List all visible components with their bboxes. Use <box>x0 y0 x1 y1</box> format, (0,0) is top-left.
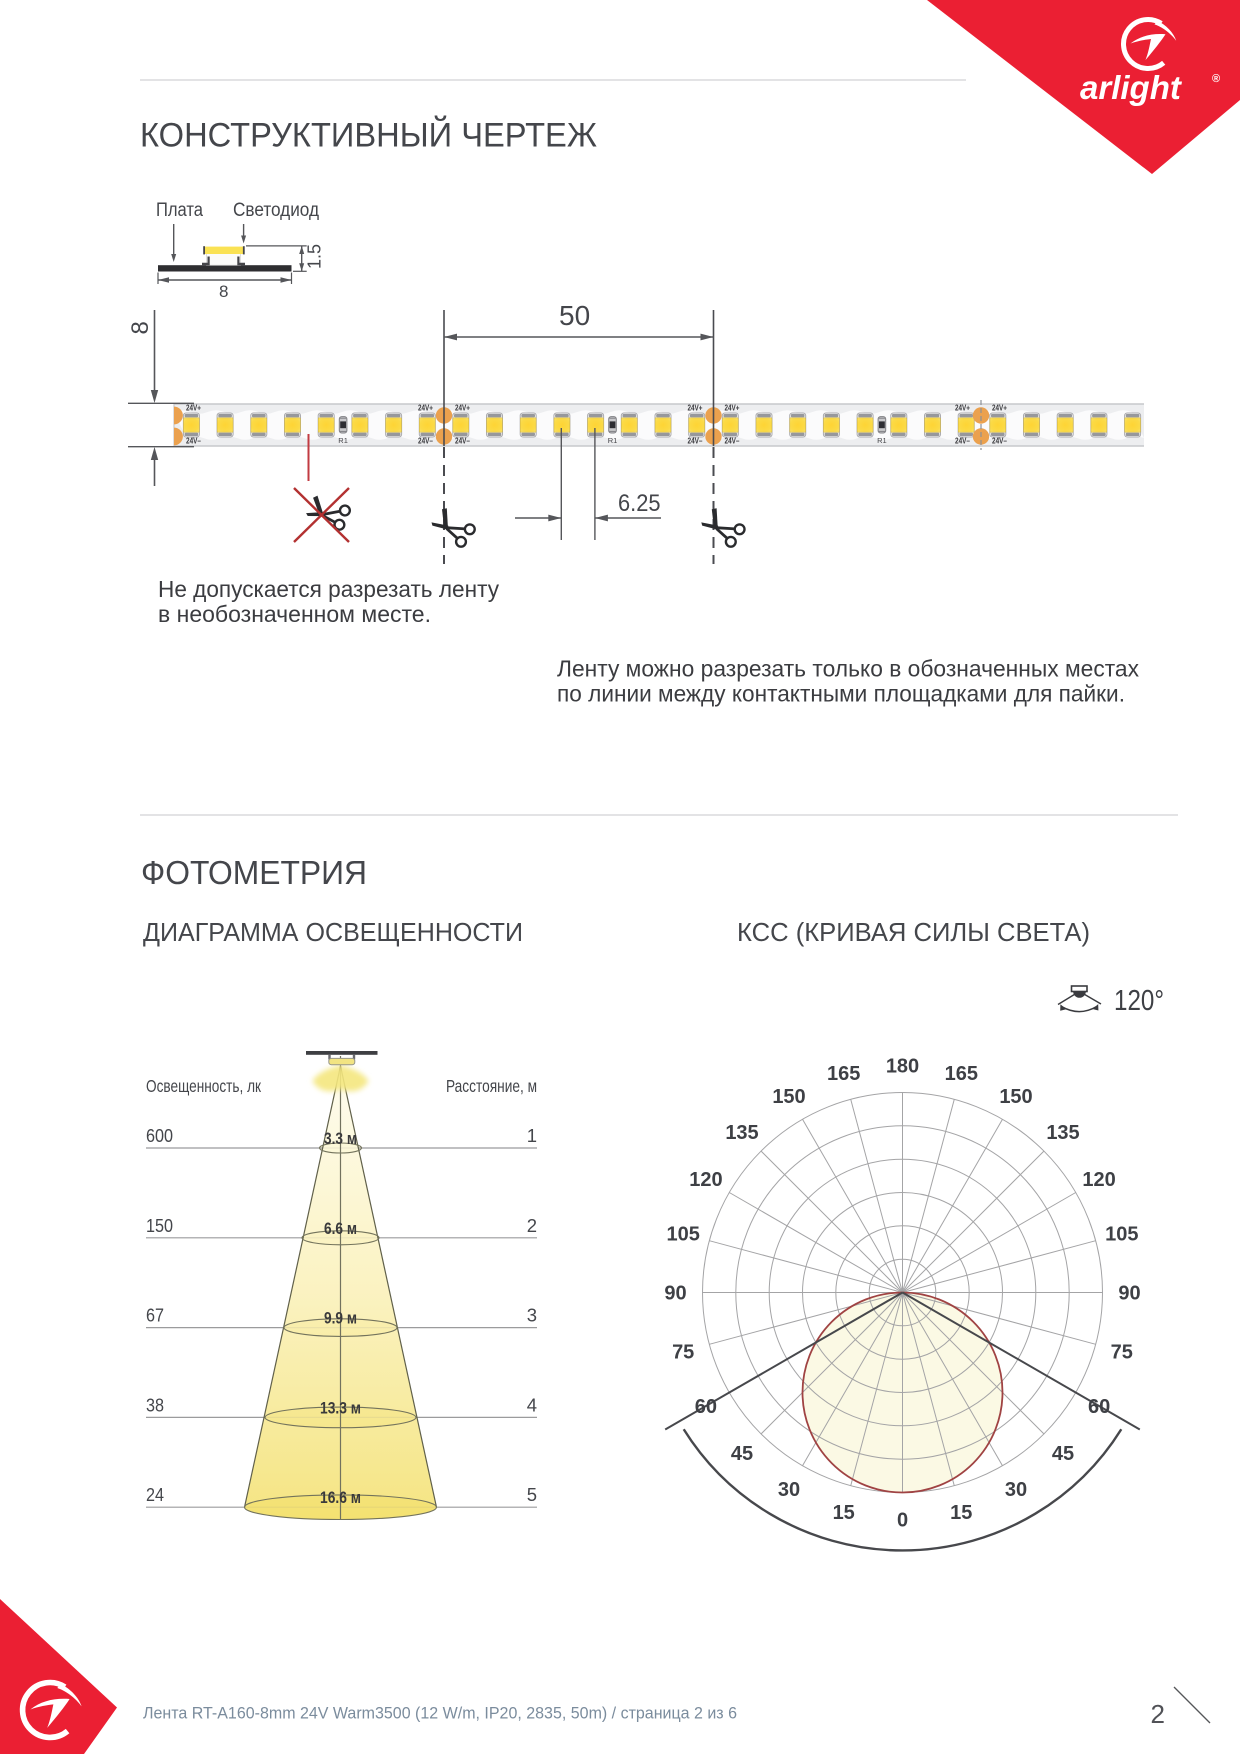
svg-text:50: 50 <box>559 300 590 331</box>
svg-text:R1: R1 <box>608 436 618 445</box>
svg-text:24V–: 24V– <box>455 437 470 446</box>
svg-text:Освещенность, лк: Освещенность, лк <box>146 1076 261 1096</box>
svg-text:24: 24 <box>146 1484 164 1505</box>
svg-text:2: 2 <box>1151 1699 1165 1729</box>
svg-text:150: 150 <box>146 1215 173 1236</box>
svg-text:165: 165 <box>945 1063 978 1085</box>
svg-text:24V–: 24V– <box>992 437 1007 446</box>
svg-text:24V+: 24V+ <box>186 404 201 413</box>
svg-text:ДИАГРАММА ОСВЕЩЕННОСТИ: ДИАГРАММА ОСВЕЩЕННОСТИ <box>143 917 523 947</box>
svg-text:90: 90 <box>664 1283 686 1305</box>
svg-text:6.6 м: 6.6 м <box>324 1220 357 1238</box>
svg-text:КСС (КРИВАЯ СИЛЫ СВЕТА): КСС (КРИВАЯ СИЛЫ СВЕТА) <box>737 917 1090 947</box>
svg-text:67: 67 <box>146 1305 164 1326</box>
svg-text:45: 45 <box>731 1443 753 1465</box>
svg-text:®: ® <box>1212 73 1220 85</box>
svg-text:16.6 м: 16.6 м <box>320 1489 361 1507</box>
svg-text:600: 600 <box>146 1125 173 1146</box>
svg-text:135: 135 <box>1046 1122 1079 1144</box>
svg-text:Не допускается разрезать ленту: Не допускается разрезать ленту <box>158 576 499 602</box>
svg-text:30: 30 <box>1005 1479 1027 1501</box>
svg-text:1.5: 1.5 <box>305 244 325 269</box>
svg-text:120: 120 <box>1082 1169 1115 1191</box>
svg-text:24V–: 24V– <box>725 437 740 446</box>
svg-text:15: 15 <box>950 1502 972 1524</box>
svg-text:КОНСТРУКТИВНЫЙ ЧЕРТЕЖ: КОНСТРУКТИВНЫЙ ЧЕРТЕЖ <box>140 117 597 155</box>
svg-text:Ленту можно разрезать только в: Ленту можно разрезать только в обозначен… <box>557 656 1139 682</box>
svg-text:0: 0 <box>897 1510 908 1532</box>
svg-text:24V+: 24V+ <box>955 404 970 413</box>
svg-text:24V+: 24V+ <box>418 404 433 413</box>
svg-text:30: 30 <box>778 1479 800 1501</box>
svg-text:8: 8 <box>219 282 228 301</box>
svg-text:8: 8 <box>127 321 154 334</box>
svg-text:R1: R1 <box>877 436 887 445</box>
svg-text:120°: 120° <box>1114 985 1164 1017</box>
svg-text:4: 4 <box>527 1394 537 1415</box>
svg-text:13.3 м: 13.3 м <box>320 1399 361 1417</box>
svg-text:150: 150 <box>772 1086 805 1108</box>
svg-text:105: 105 <box>1105 1224 1138 1246</box>
svg-text:3: 3 <box>527 1305 537 1326</box>
svg-text:24V+: 24V+ <box>688 404 703 413</box>
svg-text:по линии между контактными пло: по линии между контактными площадками дл… <box>557 681 1125 707</box>
svg-text:6.25: 6.25 <box>618 490 661 517</box>
svg-text:Расстояние, м: Расстояние, м <box>446 1076 537 1096</box>
svg-text:3.3 м: 3.3 м <box>324 1130 357 1148</box>
svg-text:45: 45 <box>1052 1443 1074 1465</box>
svg-text:105: 105 <box>667 1224 700 1246</box>
svg-text:60: 60 <box>1088 1396 1110 1418</box>
svg-text:24V–: 24V– <box>688 437 703 446</box>
svg-text:1: 1 <box>527 1125 537 1146</box>
svg-text:38: 38 <box>146 1394 164 1415</box>
svg-text:R1: R1 <box>338 436 348 445</box>
svg-text:150: 150 <box>999 1086 1032 1108</box>
svg-text:ФОТОМЕТРИЯ: ФОТОМЕТРИЯ <box>141 854 367 891</box>
svg-text:75: 75 <box>1111 1341 1133 1363</box>
svg-text:Лента RT-A160-8mm 24V Warm3500: Лента RT-A160-8mm 24V Warm3500 (12 W/m, … <box>143 1704 737 1723</box>
svg-text:15: 15 <box>833 1502 855 1524</box>
svg-text:Светодиод: Светодиод <box>233 200 319 221</box>
svg-text:24V+: 24V+ <box>455 404 470 413</box>
svg-text:165: 165 <box>827 1063 860 1085</box>
svg-text:24V–: 24V– <box>186 437 201 446</box>
svg-text:60: 60 <box>695 1396 717 1418</box>
svg-text:75: 75 <box>672 1341 694 1363</box>
svg-text:2: 2 <box>527 1215 537 1236</box>
svg-text:в необозначенном месте.: в необозначенном месте. <box>158 601 431 627</box>
svg-text:5: 5 <box>527 1484 537 1505</box>
svg-text:180: 180 <box>886 1056 919 1078</box>
svg-text:24V–: 24V– <box>955 437 970 446</box>
svg-text:135: 135 <box>725 1122 758 1144</box>
svg-text:120: 120 <box>689 1169 722 1191</box>
svg-text:Плата: Плата <box>156 200 203 221</box>
svg-text:24V–: 24V– <box>418 437 433 446</box>
svg-text:arlight: arlight <box>1080 69 1183 106</box>
svg-text:24V+: 24V+ <box>992 404 1007 413</box>
svg-text:90: 90 <box>1118 1283 1140 1305</box>
svg-text:9.9 м: 9.9 м <box>324 1310 357 1328</box>
svg-text:24V+: 24V+ <box>725 404 740 413</box>
